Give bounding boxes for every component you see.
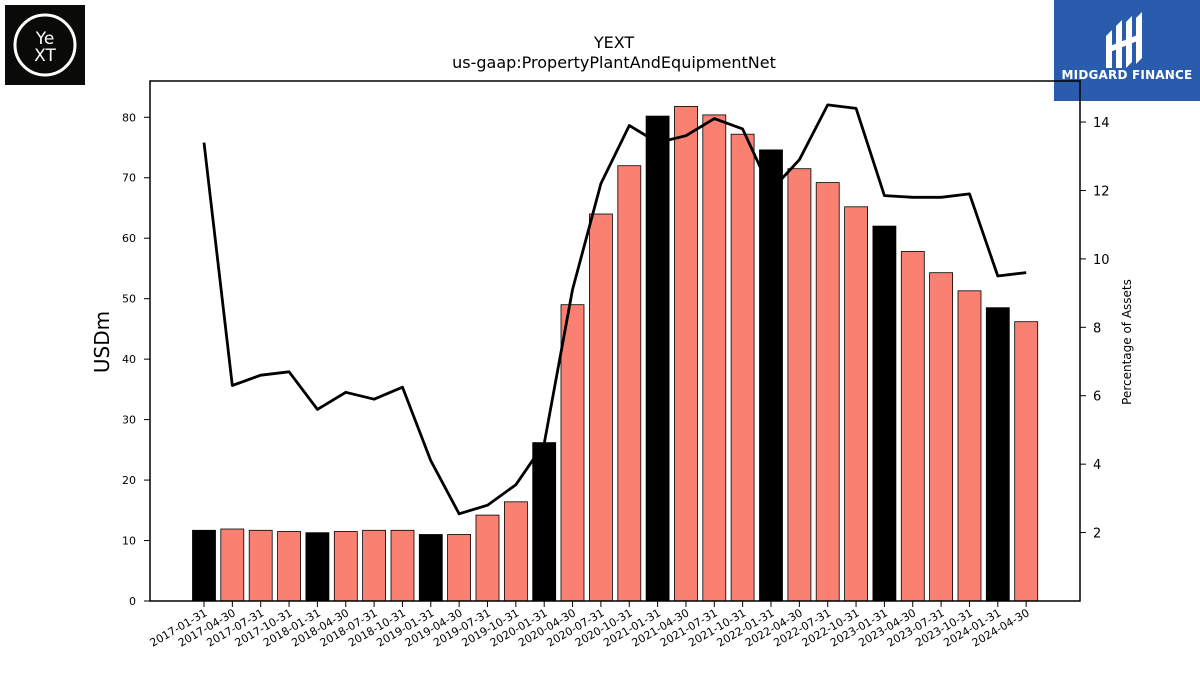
y-tick-label-30: 30 <box>122 414 136 427</box>
y2-tick-label-2: 2 <box>1093 527 1101 542</box>
y-tick-label-70: 70 <box>122 172 136 185</box>
y2-tick-label-12: 12 <box>1093 184 1110 199</box>
bar-2018-01-31 <box>305 532 330 602</box>
y-tick-label-20: 20 <box>122 474 136 487</box>
bar-2020-01-31 <box>532 442 557 602</box>
y2-tick-label-6: 6 <box>1093 390 1101 405</box>
y2-tick-label-4: 4 <box>1093 458 1101 473</box>
yext-logo-mark: Ye XT <box>13 13 77 77</box>
bar-2022-01-31 <box>759 149 783 602</box>
percentage-of-assets-line <box>202 103 1027 516</box>
plot-area: 0102030405060708024681012142017-01-31201… <box>122 103 1110 650</box>
midgard-logo-icon <box>1106 12 1142 68</box>
chart-title: YEXT <box>593 33 635 52</box>
plot-frame <box>149 80 1081 602</box>
y-tick-label-60: 60 <box>122 232 136 245</box>
bar-2018-10-31 <box>390 529 415 602</box>
bar-2023-07-31 <box>929 272 953 602</box>
y2-tick-label-14: 14 <box>1093 116 1110 131</box>
yext-logo-text-bottom: XT <box>34 46 56 66</box>
bar-2019-07-31 <box>475 514 500 602</box>
bar-2019-01-31 <box>418 534 443 602</box>
bar-2022-04-30 <box>787 168 812 602</box>
bar-2019-10-31 <box>503 501 528 602</box>
midgard-finance-logo: MIDGARD FINANCE <box>1054 0 1200 101</box>
y2-tick-label-8: 8 <box>1093 321 1101 336</box>
bar-2023-04-30 <box>900 251 925 602</box>
bar-2021-10-31 <box>730 133 755 602</box>
bar-2021-01-31 <box>645 115 670 602</box>
bar-2023-01-31 <box>872 225 897 602</box>
bar-2024-04-30 <box>1014 321 1039 602</box>
yext-logo: Ye XT <box>5 5 85 85</box>
midgard-logo-text: MIDGARD FINANCE <box>1061 68 1193 82</box>
bar-2020-10-31 <box>617 165 642 602</box>
y-tick-label-80: 80 <box>122 111 136 124</box>
bar-2021-07-31 <box>702 114 727 602</box>
y-axis-label: USDm <box>90 311 114 373</box>
y-tick-label-0: 0 <box>129 595 136 608</box>
bar-2020-04-30 <box>560 304 585 602</box>
bar-2022-07-31 <box>815 182 840 602</box>
bar-2024-01-31 <box>985 307 1010 602</box>
y-tick-label-50: 50 <box>122 293 136 306</box>
y-tick-label-10: 10 <box>122 535 136 548</box>
bar-2017-04-30 <box>220 528 245 602</box>
bar-2021-04-30 <box>674 106 698 602</box>
bar-2017-01-31 <box>192 529 216 602</box>
chart-subtitle: us-gaap:PropertyPlantAndEquipmentNet <box>452 53 776 72</box>
bar-2020-07-31 <box>589 213 613 602</box>
y2-axis-label: Percentage of Assets <box>1120 279 1134 405</box>
bar-2018-04-30 <box>333 531 358 602</box>
yext-logo-text-top: Ye <box>35 29 55 49</box>
y2-tick-label-10: 10 <box>1093 253 1110 268</box>
bar-2017-10-31 <box>277 531 302 602</box>
bar-2019-04-30 <box>447 534 472 602</box>
bar-2017-07-31 <box>248 529 273 602</box>
y-tick-label-40: 40 <box>122 353 136 366</box>
bar-2022-10-31 <box>844 206 868 602</box>
bar-2023-10-31 <box>957 290 982 602</box>
bar-2018-07-31 <box>362 529 387 602</box>
